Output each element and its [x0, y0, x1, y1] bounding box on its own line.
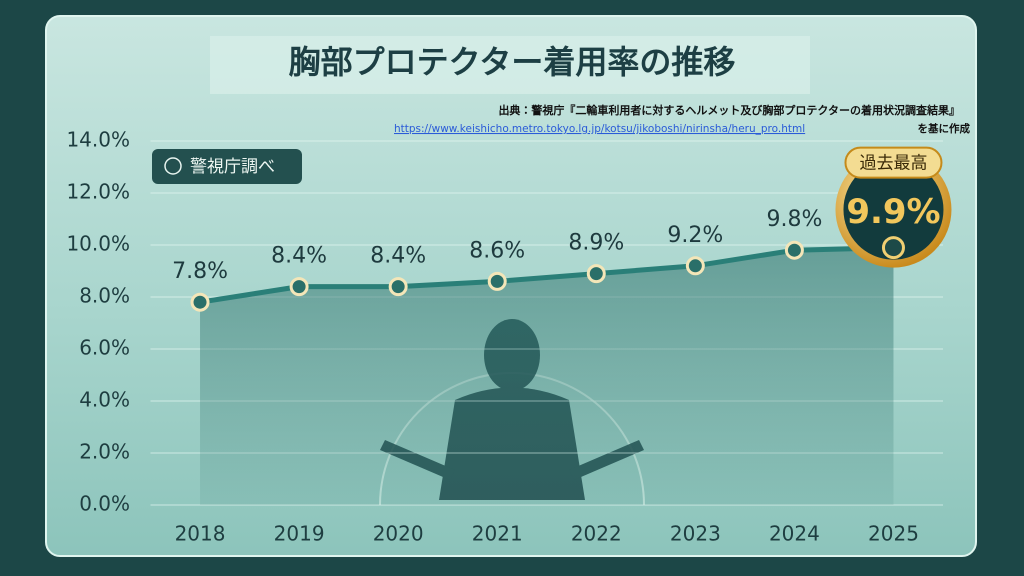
point [784, 240, 804, 260]
value-label: 9.9% [846, 192, 940, 232]
value-label: 9.2% [667, 223, 723, 248]
badge-icon [164, 157, 182, 175]
plot: 0.0% 2.0% 4.0% 6.0% 8.0% 10.0% 12.0% 14.0% 2018 2… [66, 128, 952, 546]
value-label: 8.4% [271, 244, 327, 269]
value-label: 9.8% [766, 207, 822, 232]
area [200, 247, 894, 505]
x-tick-label: 2018 [175, 522, 226, 546]
source-url[interactable]: https://www.keishicho.metro.tokyo.lg.jp/… [394, 123, 805, 135]
y-tick-label: 12.0% [66, 180, 130, 204]
x-tick-label: 2024 [769, 522, 820, 546]
chart-title: 胸部プロテクター着用率の推移 [289, 43, 736, 81]
source-suffix: を基に作成 [918, 122, 971, 135]
value-label: 7.8% [172, 259, 228, 284]
badge-box [152, 149, 302, 184]
value-label: 8.6% [469, 238, 525, 263]
point [586, 264, 606, 284]
x-tick-label: 2020 [373, 522, 424, 546]
line [199, 245, 894, 305]
badge: 警視庁調べ [190, 157, 275, 177]
annotation-box [844, 146, 943, 179]
x-tick-label: 2025 [868, 522, 919, 546]
point [190, 292, 210, 312]
x-tick-label: 2022 [571, 522, 622, 546]
value-label: 8.9% [568, 231, 624, 256]
y-tick-label: 2.0% [79, 440, 130, 464]
y-tick-label: 4.0% [79, 388, 130, 412]
point [289, 277, 309, 297]
y-tick-label: 6.0% [79, 336, 130, 360]
x-tick-label: 2021 [472, 522, 523, 546]
x-tick-label: 2023 [670, 522, 721, 546]
source: 出典：警視庁『二輪車利用者に対するヘルメット及び胸部プロテクターの着用状況調査結… [498, 103, 960, 117]
value-label: 8.4% [370, 244, 426, 269]
point [388, 277, 408, 297]
y-tick-label: 0.0% [79, 492, 130, 516]
title-band [210, 36, 810, 94]
point [487, 271, 507, 291]
y-tick-label: 10.0% [66, 232, 130, 256]
y-tick-label: 8.0% [79, 284, 130, 308]
annotation: 過去最高 [859, 154, 927, 174]
x-tick-label: 2019 [274, 522, 325, 546]
point [881, 236, 905, 260]
point [685, 256, 705, 276]
y-tick-label: 14.0% [66, 128, 130, 152]
